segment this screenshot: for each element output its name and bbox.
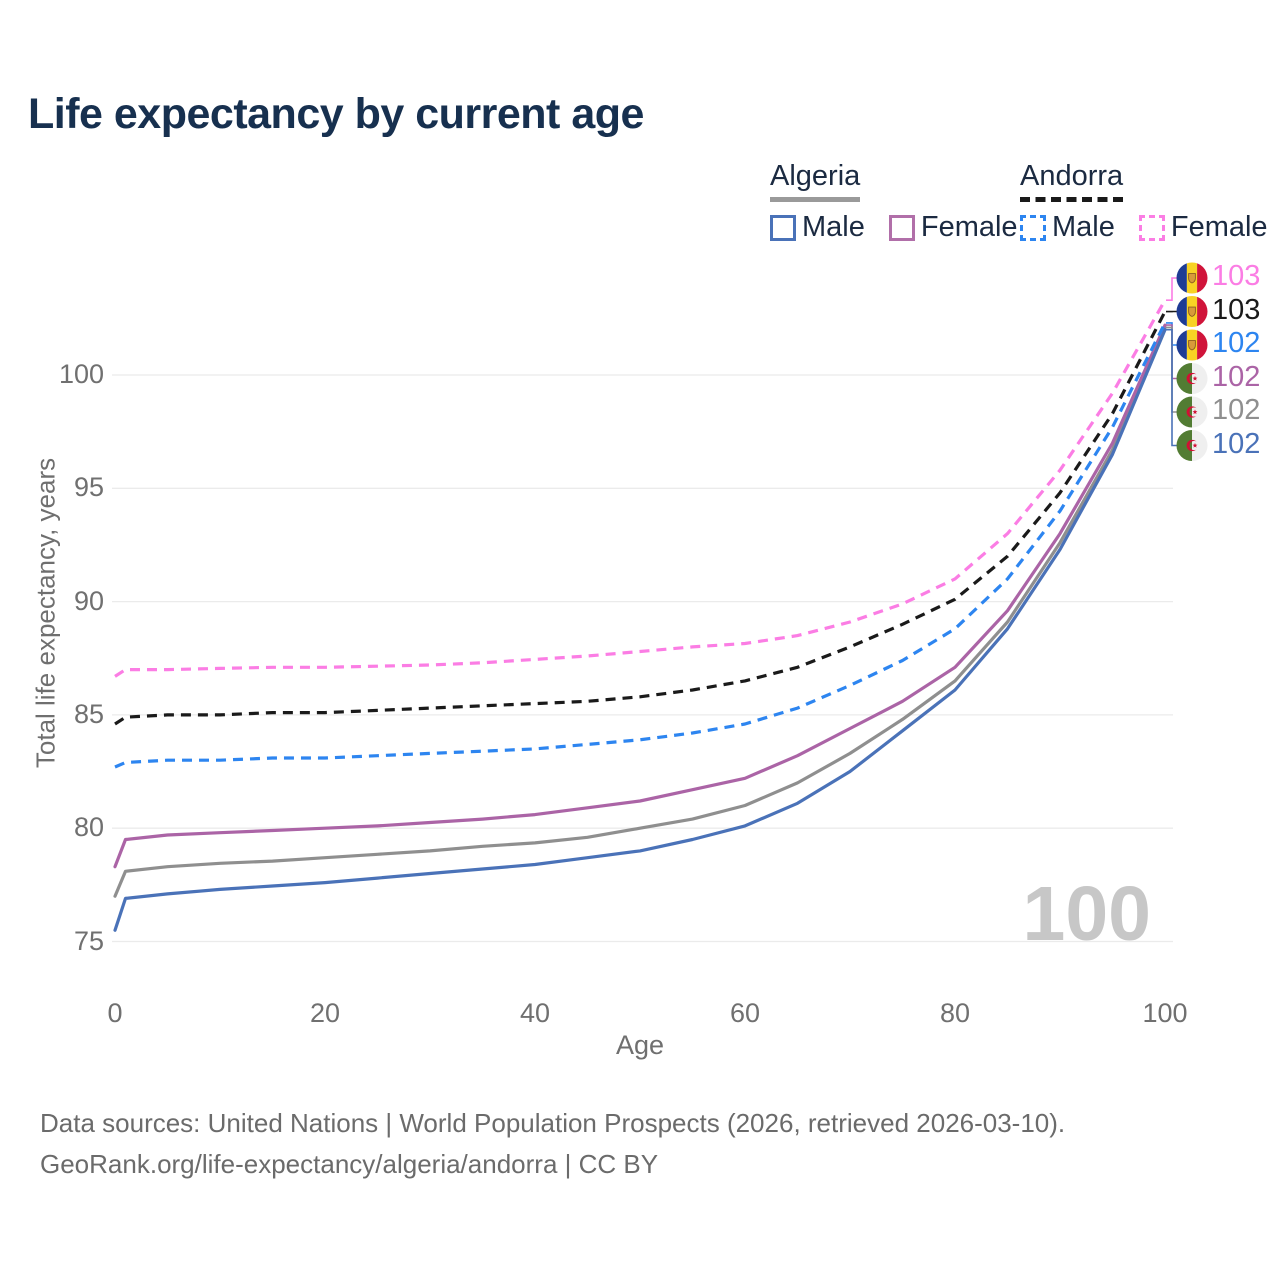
legend-group-andorra: Andorra Male Female — [1020, 160, 1268, 244]
legend-country-andorra: Andorra — [1020, 160, 1124, 202]
y-tick-label: 100 — [58, 359, 104, 389]
algeria-flag-icon — [1176, 430, 1208, 461]
x-tick-label: 40 — [519, 998, 551, 1028]
legend-underline-dashed — [1020, 197, 1124, 202]
legend-label: Male — [1052, 211, 1115, 243]
end-value-label-andorra-female: 103 — [1212, 260, 1261, 292]
legend-swatch-andorra-male-icon — [1020, 214, 1046, 241]
series-line-andorra-all — [114, 310, 1167, 726]
x-tick-label: 0 — [107, 998, 123, 1028]
andorra-flag-icon — [1176, 329, 1208, 361]
legend-label: Female — [920, 211, 1018, 243]
footer-attribution: GeoRank.org/life-expectancy/algeria/ando… — [40, 1149, 659, 1179]
y-tick-label: 95 — [73, 472, 104, 503]
label-leader-line — [1166, 328, 1178, 447]
legend-underline-solid — [770, 197, 861, 202]
series-line-algeria-male — [113, 328, 1167, 932]
y-tick-label: 75 — [73, 925, 104, 956]
end-value-label-algeria-male: 102 — [1212, 427, 1261, 460]
andorra-flag-icon — [1176, 262, 1208, 294]
end-value-label-andorra-all: 103 — [1212, 293, 1261, 326]
series-line-algeria-female — [113, 323, 1167, 869]
legend-label: Male — [802, 211, 865, 243]
legend-label: Female — [1170, 211, 1268, 243]
x-tick-label: 60 — [729, 998, 761, 1028]
series-line-andorra-female — [114, 299, 1167, 678]
legend-swatch-algeria-female-icon — [888, 214, 915, 241]
end-value-label-algeria-female: 102 — [1212, 360, 1261, 393]
legend-item-algeria-female[interactable]: Female — [888, 211, 1018, 244]
y-tick-label: 85 — [73, 698, 104, 729]
age-watermark: 100 — [1022, 871, 1151, 957]
series-line-algeria-all — [113, 325, 1167, 898]
footer-sources: Data sources: United Nations | World Pop… — [40, 1108, 1066, 1138]
algeria-flag-icon — [1176, 396, 1208, 428]
legend-item-algeria-male[interactable]: Male — [770, 211, 865, 244]
x-tick-label: 20 — [309, 998, 341, 1028]
end-value-label-algeria-all: 102 — [1212, 394, 1261, 426]
legend-swatch-andorra-female-icon — [1138, 214, 1165, 241]
x-tick-label: 100 — [1142, 998, 1188, 1028]
y-tick-label: 90 — [73, 585, 104, 616]
series-line-andorra-male — [114, 322, 1167, 769]
x-tick-label: 80 — [939, 998, 971, 1028]
end-value-label-andorra-male: 102 — [1212, 327, 1261, 359]
x-axis-title: Age — [615, 1030, 665, 1060]
legend-item-andorra-male[interactable]: Male — [1020, 211, 1115, 244]
page-title: Life expectancy by current age — [28, 90, 644, 138]
legend-country-algeria: Algeria — [770, 160, 861, 202]
y-tick-label: 80 — [73, 812, 104, 843]
legend-swatch-algeria-male-icon — [770, 214, 796, 241]
legend-item-andorra-female[interactable]: Female — [1138, 211, 1268, 244]
legend-group-algeria: Algeria Male Female — [770, 160, 1018, 244]
algeria-flag-icon — [1176, 363, 1208, 394]
andorra-flag-icon — [1176, 296, 1208, 327]
footer: Data sources: United Nations | World Pop… — [40, 1103, 1065, 1185]
label-leader-line — [1166, 277, 1178, 301]
